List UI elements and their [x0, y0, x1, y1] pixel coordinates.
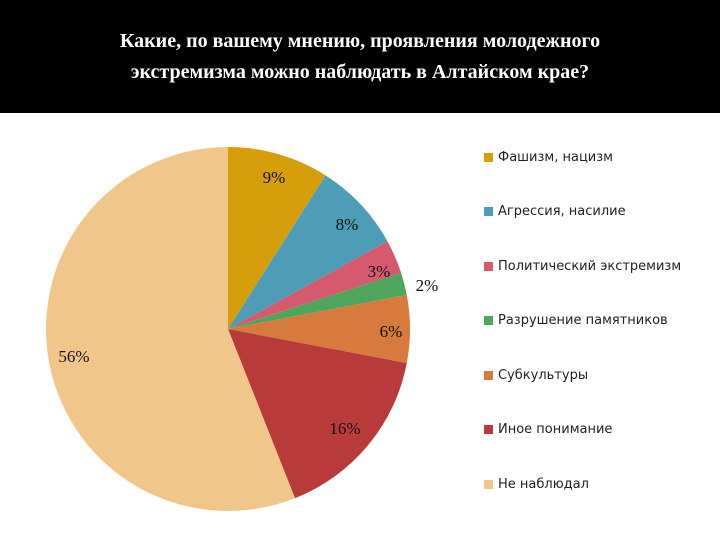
pie-slice	[228, 241, 402, 329]
slice-percent-label: 6%	[380, 322, 403, 341]
chart-legend: Фашизм, нацизм Агрессия, насилие Политичес…	[484, 0, 720, 540]
legend-swatch	[484, 371, 493, 380]
pie-slice	[228, 147, 326, 329]
slice-percent-label: 8%	[336, 215, 359, 234]
pie-slice	[228, 294, 411, 364]
legend-label: Разрушение памятников	[498, 313, 668, 328]
legend-item: Фашизм, нацизм	[484, 150, 613, 165]
legend-label: Политический экстремизм	[498, 259, 682, 274]
legend-label: Иное понимание	[498, 422, 613, 437]
pie-slice	[46, 147, 296, 511]
chart-title: Какие, по вашему мнению, проявления моло…	[119, 29, 601, 83]
slice-percent-label: 16%	[329, 419, 360, 438]
legend-swatch	[484, 153, 493, 162]
legend-swatch	[484, 480, 493, 489]
pie-slice	[228, 175, 388, 329]
legend-swatch	[484, 316, 493, 325]
pie-slice	[228, 272, 407, 329]
legend-item: Не наблюдал	[484, 477, 589, 492]
legend-swatch	[484, 425, 493, 434]
legend-swatch	[484, 207, 493, 216]
slice-percent-label: 2%	[416, 276, 439, 295]
legend-item: Политический экстремизм	[484, 259, 681, 274]
slice-percent-label: 56%	[58, 347, 89, 366]
legend-item: Иное понимание	[484, 422, 612, 437]
legend-item: Агрессия, насилие	[484, 204, 626, 219]
legend-swatch	[484, 262, 493, 271]
slice-percent-label: 9%	[263, 168, 286, 187]
legend-label: Фашизм, нацизм	[498, 150, 613, 165]
slice-percent-label: 3%	[368, 262, 391, 281]
legend-label: Не наблюдал	[498, 477, 589, 492]
pie-slice	[228, 329, 407, 499]
legend-item: Разрушение памятников	[484, 313, 668, 328]
legend-label: Субкультуры	[498, 368, 589, 383]
legend-label: Агрессия, насилие	[498, 204, 626, 219]
title-bar: Какие, по вашему мнению, проявления моло…	[0, 0, 720, 113]
legend-item: Субкультуры	[484, 368, 588, 383]
pie-chart: 9% 8% 3% 2% 6% 16% 56%	[46, 147, 439, 511]
